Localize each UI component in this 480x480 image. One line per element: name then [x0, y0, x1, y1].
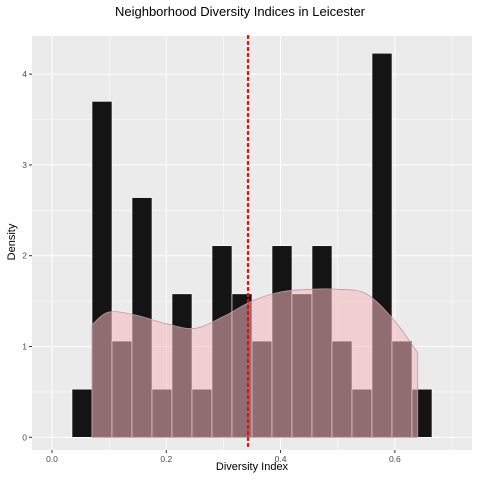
x-tick-label: 0.0 [46, 454, 58, 464]
y-tick-label: 3 [22, 160, 27, 170]
y-tick-label: 1 [22, 342, 27, 352]
chart-title: Neighborhood Diversity Indices in Leices… [114, 4, 365, 19]
y-tick-label: 0 [22, 432, 27, 442]
density-area [91, 288, 419, 438]
axes: 0.0 0.2 0.4 0.6 0 1 2 3 4 [22, 69, 401, 464]
x-axis-label: Diversity Index [215, 461, 289, 473]
histogram-bar [71, 388, 93, 438]
y-axis-label: Density [6, 223, 18, 261]
x-tick-label: 0.4 [275, 454, 287, 464]
y-tick-label: 4 [22, 69, 27, 79]
y-tick-label: 2 [22, 251, 27, 261]
x-tick-label: 0.2 [160, 454, 172, 464]
x-tick-label: 0.6 [389, 454, 401, 464]
